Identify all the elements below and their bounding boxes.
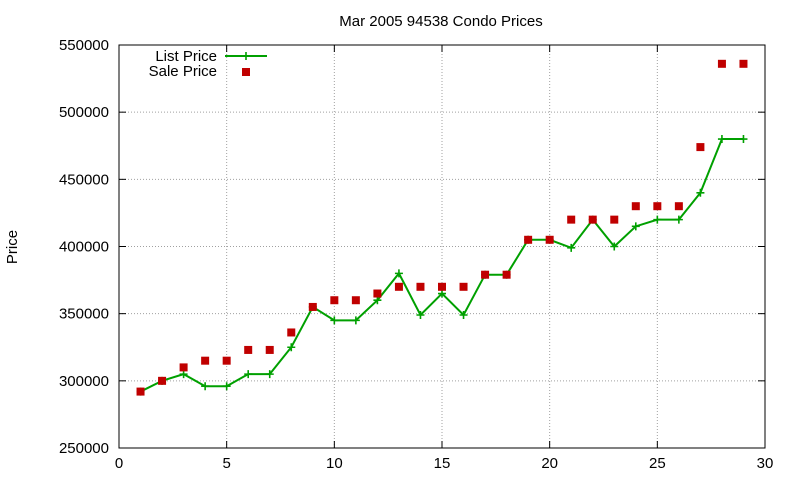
list-price-point <box>179 370 188 379</box>
plot-area <box>136 59 748 396</box>
sale-price-point <box>179 363 188 372</box>
sale-price-point <box>502 270 511 279</box>
sale-price-point <box>265 345 274 354</box>
y-tick-label: 400000 <box>59 239 109 256</box>
y-tick-label: 450000 <box>59 171 109 188</box>
list-price-point <box>330 316 339 325</box>
sale-price-point <box>567 215 576 224</box>
axes: 0 5 10 15 20 25 30 250000 300000 350000 400000 4500… <box>59 37 773 472</box>
list-price-point <box>244 370 253 379</box>
sale-price-point <box>524 235 533 244</box>
y-tick-label: 350000 <box>59 306 109 323</box>
list-price-point <box>567 243 576 252</box>
sale-price-point <box>588 215 597 224</box>
x-tick-label: 0 <box>115 455 123 472</box>
list-price-point <box>610 242 619 251</box>
y-tick-label: 250000 <box>59 440 109 457</box>
x-tick-label: 30 <box>757 455 774 472</box>
list-price-point <box>416 311 425 320</box>
x-tick-label: 15 <box>434 455 451 472</box>
sale-price-point <box>416 282 425 291</box>
sale-price-point <box>330 296 339 305</box>
chart-title: Mar 2005 94538 Condo Prices <box>339 13 542 30</box>
list-price-point <box>222 382 231 391</box>
list-price-point <box>653 215 662 224</box>
sale-price-point <box>222 356 231 365</box>
sale-price-point <box>631 202 640 211</box>
sale-price-point <box>717 59 726 68</box>
list-price-point <box>674 215 683 224</box>
y-tick-label: 500000 <box>59 104 109 121</box>
sale-price-point <box>351 296 360 305</box>
sale-price-point <box>287 328 296 337</box>
sale-price-point <box>610 215 619 224</box>
list-price-point <box>631 222 640 231</box>
sale-price-point <box>308 302 317 311</box>
list-price-point <box>459 311 468 320</box>
y-tick-label: 550000 <box>59 37 109 54</box>
list-price-point <box>739 135 748 144</box>
sale-price-point <box>201 356 210 365</box>
legend-label-sale-price: Sale Price <box>149 63 217 80</box>
legend: List Price Sale Price <box>149 48 267 80</box>
y-tick-label: 300000 <box>59 373 109 390</box>
list-price-point <box>351 316 360 325</box>
x-tick-label: 10 <box>326 455 343 472</box>
sale-price-point <box>545 235 554 244</box>
sale-price-point <box>696 143 705 152</box>
sale-price-point <box>438 282 446 291</box>
legend-label-list-price: List Price <box>155 48 217 65</box>
x-tick-label: 25 <box>649 455 666 472</box>
sale-price-point <box>653 202 662 211</box>
sale-price-point <box>244 345 253 354</box>
x-tick-label: 5 <box>222 455 230 472</box>
y-axis-label: Price <box>4 230 21 264</box>
sale-price-point <box>674 202 683 211</box>
list-price-point <box>287 343 296 352</box>
sale-price-point <box>739 59 748 68</box>
legend-marker-list-price <box>242 52 250 60</box>
x-tick-label: 20 <box>541 455 558 472</box>
sale-price-point <box>459 282 468 291</box>
sale-price-point <box>373 289 382 298</box>
list-price-point <box>717 135 726 144</box>
sale-price-point <box>136 387 145 396</box>
list-price-point <box>394 269 403 278</box>
sale-price-point <box>394 282 403 291</box>
sale-price-point <box>481 270 490 279</box>
list-price-line <box>140 138 744 393</box>
list-price-point <box>265 370 274 379</box>
sale-price-point <box>158 376 167 385</box>
list-price-point <box>438 289 446 298</box>
legend-marker-sale-price <box>242 68 250 76</box>
list-price-point <box>201 382 210 391</box>
grid <box>119 45 765 448</box>
list-price-point <box>696 188 705 197</box>
list-price-point <box>373 296 382 305</box>
